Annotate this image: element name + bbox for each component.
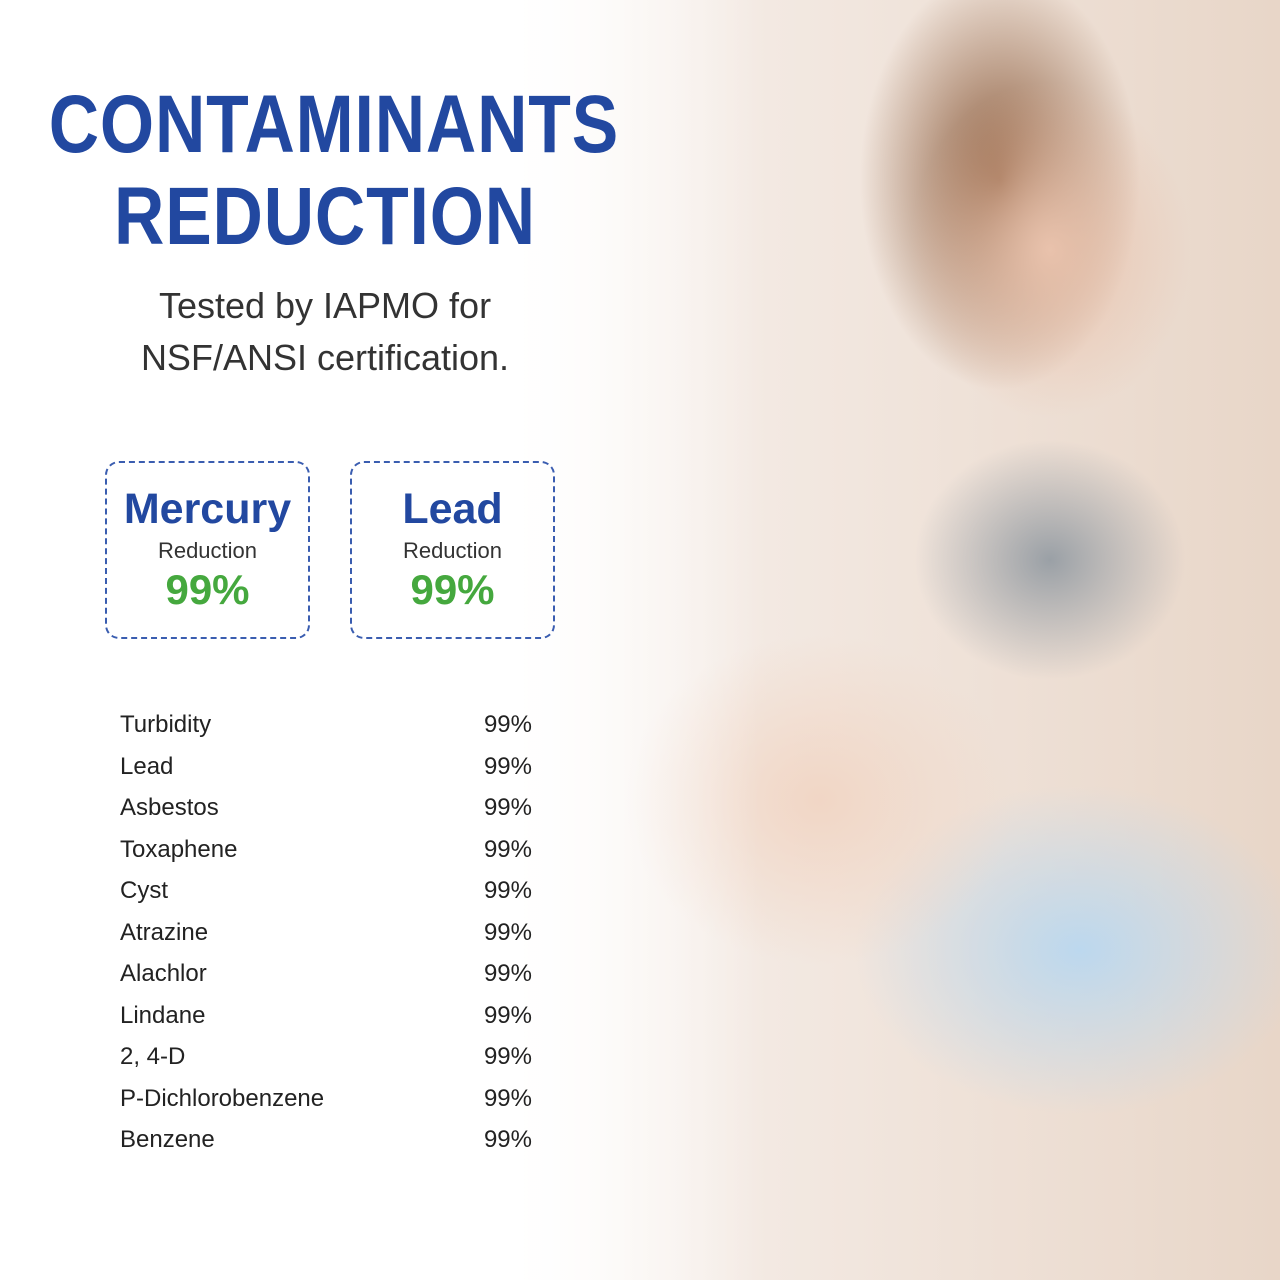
highlight-name: Mercury: [123, 485, 292, 533]
contaminant-row: Benzene 99%: [120, 1126, 532, 1168]
contaminant-name: Asbestos: [120, 794, 219, 821]
highlight-label: Reduction: [157, 538, 258, 563]
contaminant-row: Atrazine 99%: [120, 919, 532, 961]
contaminant-value: 99%: [483, 1126, 532, 1153]
contaminant-value: 99%: [483, 794, 532, 821]
contaminant-list: Turbidity 99% Lead 99% Asbestos 99% Toxaphene 9…: [120, 711, 532, 1168]
highlight-name: Lead: [402, 485, 503, 533]
subtitle-line-2: NSF/ANSI certification.: [140, 337, 510, 378]
highlight-label: Reduction: [402, 538, 503, 563]
contaminant-row: Asbestos 99%: [120, 794, 532, 836]
contaminant-name: Cyst: [120, 877, 168, 904]
lead-highlight-box: Lead Reduction 99%: [350, 461, 555, 639]
contaminant-name: Benzene: [120, 1126, 215, 1153]
contaminant-name: Atrazine: [120, 918, 209, 946]
contaminant-row: Lindane 99%: [120, 1002, 532, 1044]
contaminant-row: 2, 4-D 99%: [120, 1043, 532, 1085]
contaminant-name: Alachlor: [120, 960, 207, 987]
contaminant-value: 99%: [483, 1084, 532, 1112]
mercury-highlight-box: Mercury Reduction 99%: [105, 461, 310, 639]
highlight-value: 99%: [165, 566, 250, 613]
contaminant-row: Alachlor 99%: [120, 960, 532, 1002]
contaminant-name: Turbidity: [120, 711, 212, 738]
contaminant-value: 99%: [483, 835, 532, 863]
contaminant-name: P-Dichlorobenzene: [120, 1084, 325, 1112]
contaminant-row: Toxaphene 99%: [120, 836, 532, 878]
contaminant-value: 99%: [483, 918, 532, 946]
contaminant-row: P-Dichlorobenzene 99%: [120, 1085, 532, 1127]
contaminant-name: 2, 4-D: [120, 1043, 186, 1070]
subtitle-line-1: Tested by IAPMO for: [158, 285, 492, 326]
title-line-2: REDUCTION: [114, 171, 536, 262]
white-fade-overlay: [0, 0, 760, 1280]
contaminant-row: Turbidity 99%: [120, 711, 532, 753]
contaminant-value: 99%: [483, 752, 532, 780]
contaminant-row: Cyst 99%: [120, 877, 532, 919]
contaminant-row: Lead 99%: [120, 753, 532, 795]
contaminant-name: Toxaphene: [120, 835, 238, 863]
contaminant-value: 99%: [483, 1001, 532, 1029]
contaminant-value: 99%: [483, 877, 532, 904]
contaminant-value: 99%: [483, 1043, 532, 1070]
contaminant-name: Lead: [120, 752, 174, 780]
contaminant-value: 99%: [483, 960, 532, 987]
highlight-value: 99%: [410, 566, 495, 613]
title-line-1: CONTAMINANTS: [48, 79, 620, 170]
contaminant-value: 99%: [483, 711, 532, 738]
contaminant-name: Lindane: [120, 1001, 206, 1029]
subtitle: Tested by IAPMO for NSF/ANSI certificati…: [0, 280, 650, 384]
